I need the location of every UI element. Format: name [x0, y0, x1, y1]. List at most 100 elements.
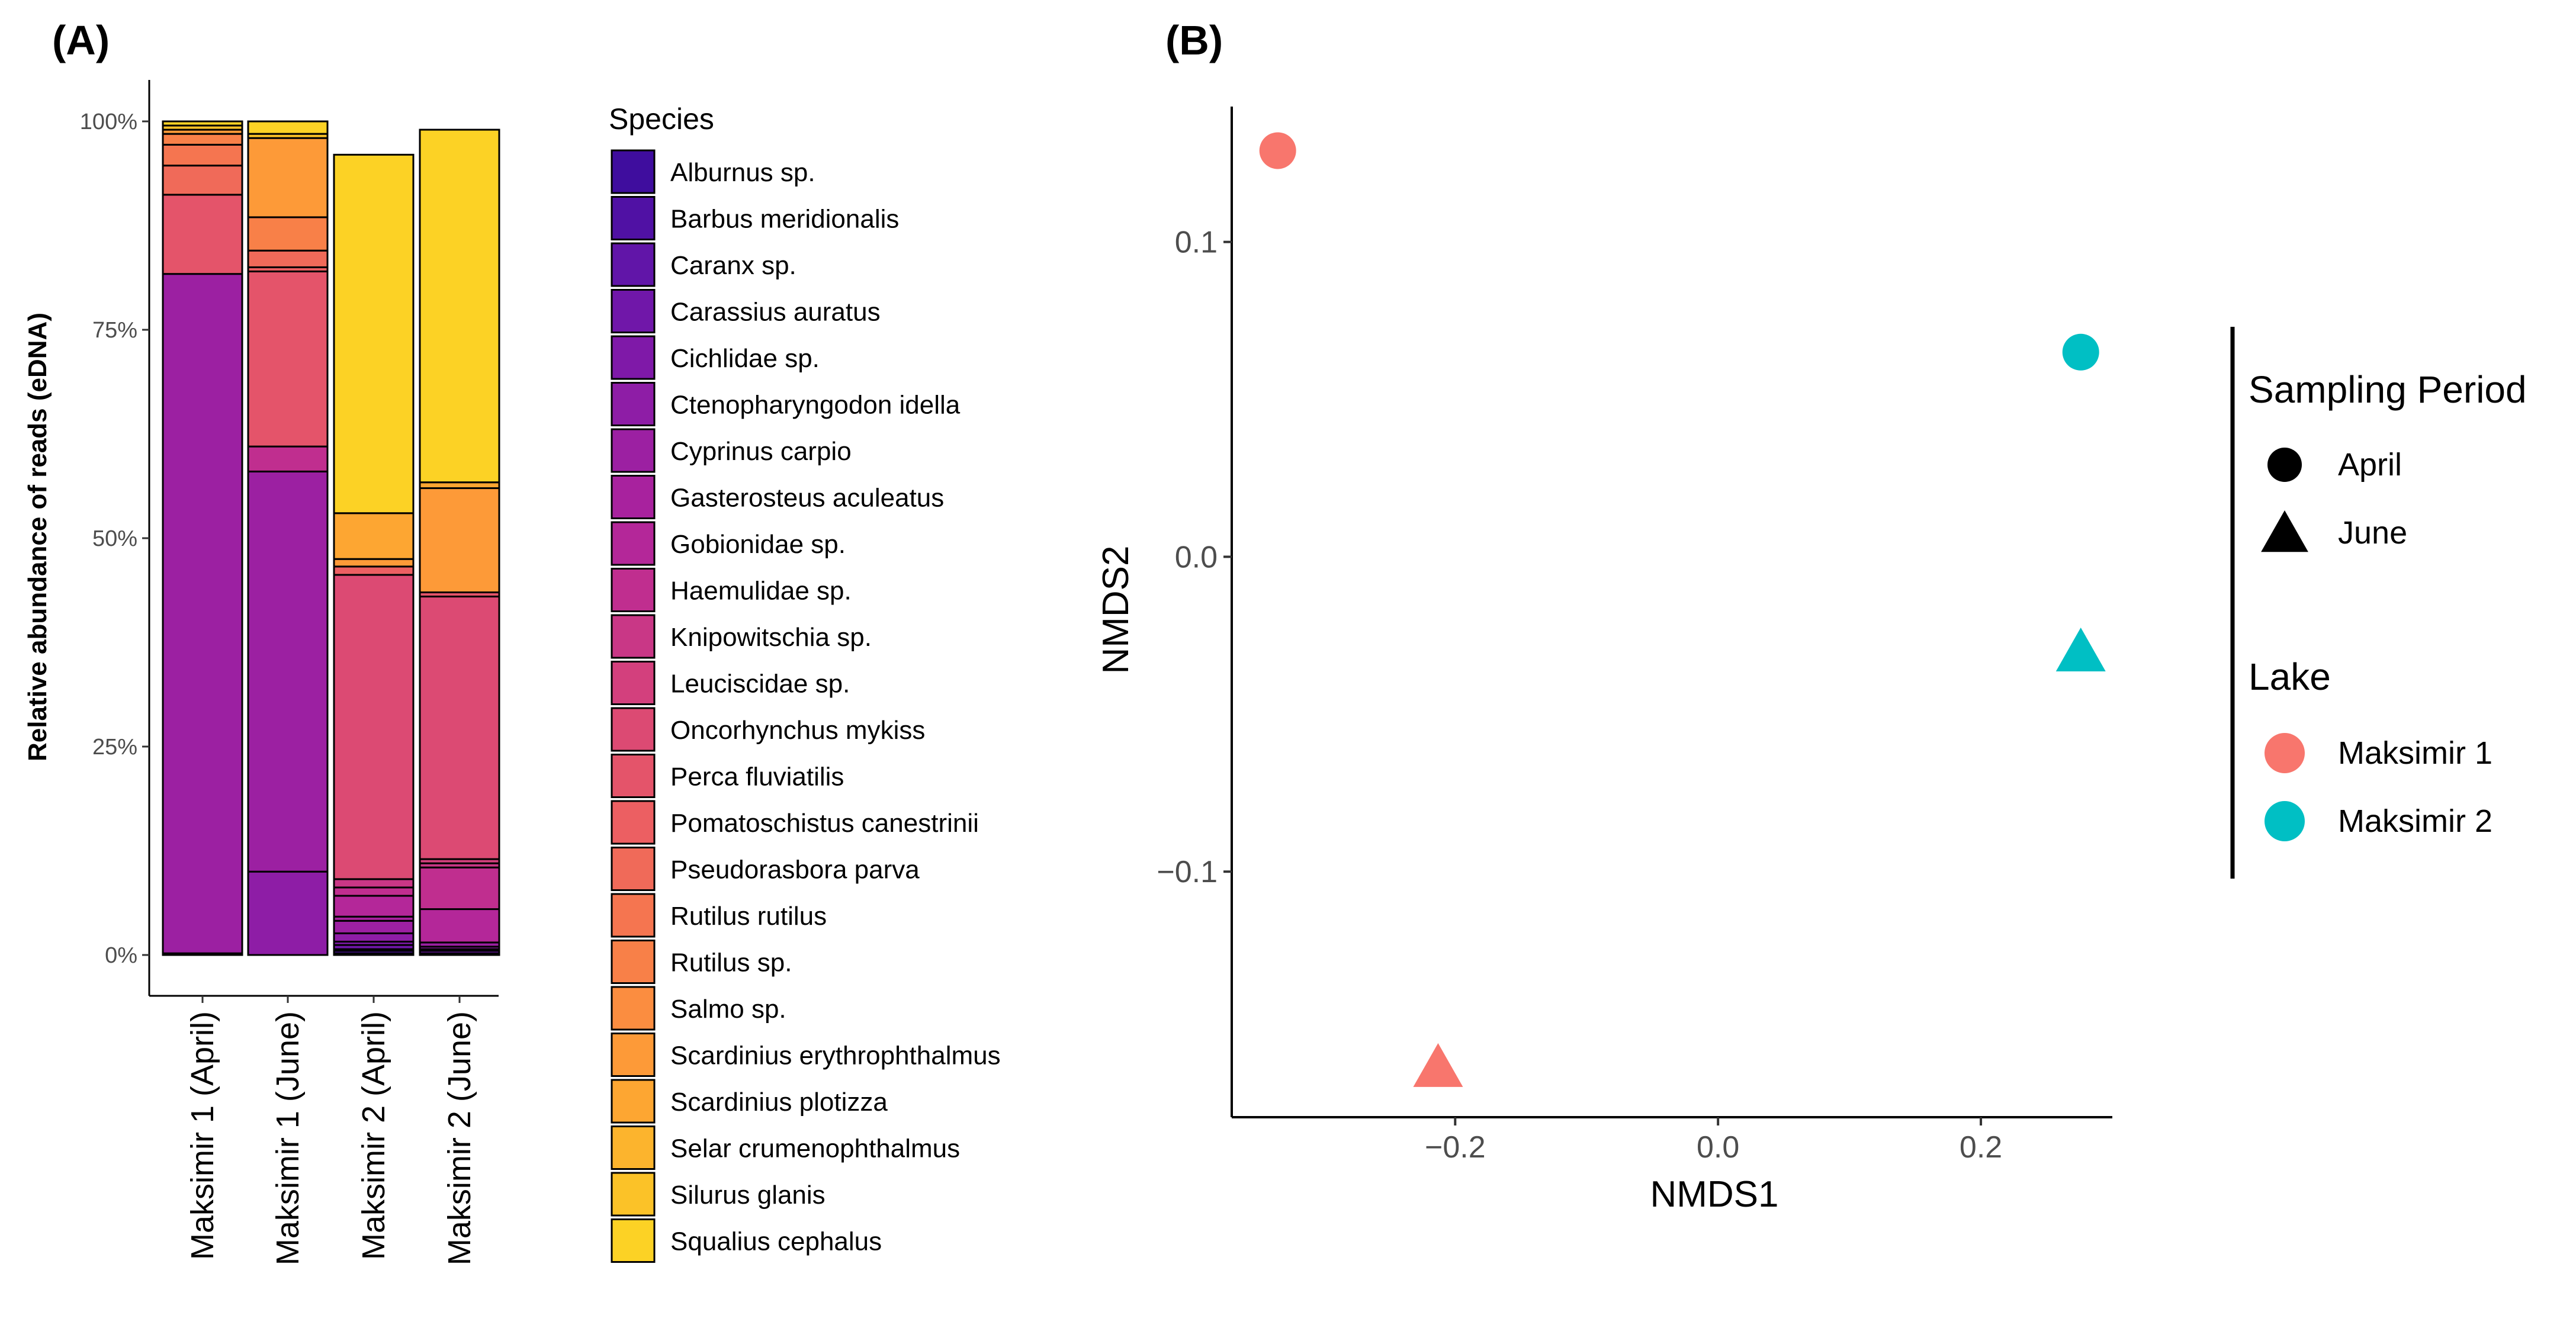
panel-a-legend-swatch	[611, 1172, 656, 1217]
panel-a-bar-segment	[162, 133, 243, 146]
panel-a-legend-label: Rutilus sp.	[670, 948, 792, 977]
panel-a-legend-label: Leuciscidae sp.	[670, 670, 850, 699]
panel-a-legend-label: Pomatoschistus canestrinii	[670, 809, 979, 838]
panel-b-legend-color-label: Maksimir 2	[2338, 803, 2493, 839]
panel-a-legend-swatch	[611, 847, 656, 891]
panel-b-label: (B)	[1165, 17, 1223, 63]
panel-a-legend-swatch	[611, 1125, 656, 1170]
panel-b-point	[1259, 132, 1296, 169]
panel-a-legend-label: Haemulidae sp.	[670, 577, 852, 606]
panel-a-legend-label: Carassius auratus	[670, 298, 881, 327]
panel-a-bar-segment	[333, 886, 415, 897]
panel-b-legend-shape-label: June	[2338, 515, 2407, 551]
panel-a-legend-label: Scardinius plotizza	[670, 1088, 888, 1117]
panel-b-point	[2055, 627, 2106, 671]
panel-a-legend-swatch	[611, 428, 656, 473]
panel-b-x-tick-label: 0.0	[1697, 1130, 1739, 1165]
panel-a-legend-swatch	[611, 335, 656, 380]
panel-a-legend: Alburnus sp. Barbus meridionalis Caranx sp…	[611, 149, 1001, 1263]
panel-b-legend-color-swatch	[2265, 801, 2305, 841]
panel-a-bar-segment	[419, 128, 500, 484]
panel-a-legend-swatch	[611, 242, 656, 287]
panel-a-legend-swatch	[611, 661, 656, 705]
panel-a-bar-segment	[419, 487, 500, 594]
panel-a-legend-swatch	[611, 568, 656, 612]
panel-a-bar-segment	[162, 120, 243, 127]
panel-a-y-axis-label: Relative abundance of reads (eDNA)	[23, 313, 52, 761]
panel-a-legend-swatch	[611, 475, 656, 519]
panel-a-legend-swatch	[611, 986, 656, 1031]
panel-a-bar-segment	[247, 137, 329, 218]
panel-a-legend-swatch	[611, 893, 656, 938]
panel-b-axes: −0.2 0.0 0.2 −0.1 0.0 0.1	[1157, 107, 2112, 1165]
panel-b-legend-triangle-icon	[2261, 510, 2308, 552]
panel-a-bar-segment	[333, 512, 415, 560]
panel-b-legend-circle-icon	[2267, 448, 2302, 482]
panel-a-y-tick-label: 25%	[92, 735, 137, 760]
panel-a-legend-label: Selar crumenophthalmus	[670, 1134, 960, 1163]
panel-a-bar-segment	[419, 866, 500, 911]
panel-a-legend-label: Cichlidae sp.	[670, 344, 820, 373]
panel-a-legend-label: Gasterosteus aculeatus	[670, 484, 944, 513]
panel-b-legend-shape-title: Sampling Period	[2249, 368, 2527, 411]
panel-a-legend-label: Alburnus sp.	[670, 158, 815, 187]
panel-a-bar-segment	[247, 270, 329, 448]
panel-b-point	[1413, 1043, 1463, 1087]
panel-a-bar-segment	[247, 216, 329, 252]
panel-a-legend-label: Oncorhynchus mykiss	[670, 716, 925, 745]
panel-a-legend-label: Scardinius erythrophthalmus	[670, 1041, 1001, 1070]
panel-a-legend-swatch	[611, 1218, 656, 1263]
panel-a-y-tick-label: 75%	[92, 318, 137, 343]
panel-a-legend-label: Pseudorasbora parva	[670, 856, 920, 885]
panel-a-legend-swatch	[611, 614, 656, 659]
panel-a-x-tick-label: Maksimir 1 (April)	[185, 1011, 220, 1260]
panel-a-legend-label: Rutilus rutilus	[670, 902, 827, 931]
panel-a-y-tick-label: 50%	[92, 526, 137, 551]
panel-a-bar-segment	[162, 194, 243, 275]
panel-a-legend-swatch	[611, 521, 656, 566]
panel-a-bar-segment	[247, 120, 329, 135]
panel-a-legend-label: Knipowitschia sp.	[670, 623, 872, 652]
panel-a-legend-swatch	[611, 1079, 656, 1124]
panel-a-bar-segment	[162, 165, 243, 196]
panel-a-bar-segment	[333, 932, 415, 943]
panel-b-legend: Sampling Period April June Lake Maksimir 1 Ma…	[2230, 327, 2527, 879]
panel-a-axes: 0% 25% 50% 75% 100% Maksimir 1 (April) Maksimi…	[80, 80, 499, 1265]
panel-a-legend-swatch	[611, 754, 656, 798]
panel-b-y-tick-label: 0.0	[1175, 540, 1218, 574]
panel-a-bar-segment	[247, 470, 329, 873]
panel-a-legend-swatch	[611, 707, 656, 752]
panel-b-x-axis-label: NMDS1	[1650, 1174, 1778, 1215]
panel-a-bar-segment	[162, 273, 243, 954]
panel-a-legend-label: Caranx sp.	[670, 251, 796, 280]
panel-a-x-tick-label: Maksimir 2 (April)	[356, 1011, 391, 1260]
panel-a-legend-swatch	[611, 1033, 656, 1077]
panel-a-legend-swatch	[611, 289, 656, 333]
panel-b-x-tick-label: −0.2	[1425, 1130, 1486, 1165]
panel-b-point	[2062, 333, 2099, 371]
panel-a-legend-swatch	[611, 149, 656, 194]
panel-a-x-tick-label: Maksimir 1 (June)	[270, 1011, 306, 1265]
panel-a-legend-swatch	[611, 196, 656, 240]
panel-a-legend-swatch	[611, 382, 656, 426]
panel-b-y-tick-label: −0.1	[1157, 855, 1218, 889]
panel-a-y-tick-label: 100%	[80, 110, 137, 134]
panel-a-bar-segment	[333, 153, 415, 514]
panel-a-legend-title: Species	[609, 102, 714, 136]
panel-b-points	[1259, 132, 2106, 1087]
panel-a-bar-segment	[333, 574, 415, 880]
panel-a-bar-segment	[162, 143, 243, 167]
panel-a-bars	[162, 120, 500, 956]
panel-a-bar-segment	[247, 249, 329, 268]
panel-a-legend-label: Cyprinus carpio	[670, 437, 852, 466]
panel-a-bar-segment	[419, 596, 500, 860]
panel-a-legend-label: Perca fluviatilis	[670, 763, 844, 792]
panel-a-legend-label: Gobionidae sp.	[670, 530, 846, 559]
panel-a-legend-label: Barbus meridionalis	[670, 205, 899, 234]
panel-b-legend-shape-label: April	[2338, 447, 2402, 483]
panel-a-legend-label: Salmo sp.	[670, 995, 786, 1024]
panel-a-x-tick-label: Maksimir 2 (June)	[442, 1011, 477, 1265]
panel-a-legend-label: Squalius cephalus	[670, 1227, 882, 1256]
panel-a-bar-segment	[247, 870, 329, 956]
panel-a-y-tick-label: 0%	[105, 943, 137, 968]
